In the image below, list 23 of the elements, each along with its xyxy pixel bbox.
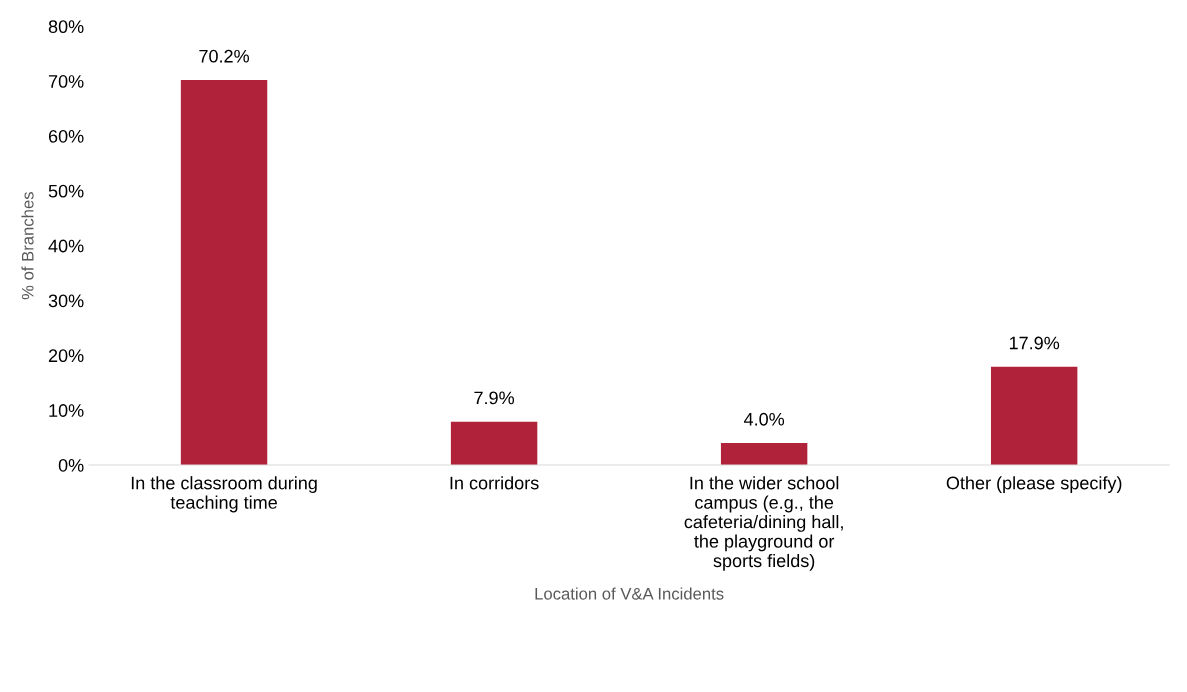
y-tick-label: 80% — [48, 20, 84, 34]
y-tick-label: 30% — [48, 294, 84, 308]
x-tick-label: In corridors — [450, 476, 539, 490]
bar — [180, 80, 268, 466]
x-axis-title: Location of V&A Incidents — [535, 587, 724, 600]
y-tick-label: 50% — [48, 184, 84, 198]
y-tick-label: 20% — [48, 349, 84, 363]
bar — [990, 366, 1078, 466]
y-tick-label: 60% — [48, 129, 84, 143]
data-label: 70.2% — [199, 49, 249, 63]
data-label: 7.9% — [474, 391, 515, 405]
data-label: 17.9% — [1009, 336, 1060, 350]
data-label: 4.0% — [743, 412, 785, 426]
y-tick-label: 10% — [49, 404, 84, 417]
y-axis-title: % of Branches — [21, 192, 34, 300]
bar — [720, 443, 808, 466]
y-tick-label: 70% — [48, 75, 84, 88]
bar — [450, 421, 538, 466]
x-tick-label: Other (please specify) — [946, 476, 1122, 493]
x-tick-label: In the wider school campus (e.g., the cafeteria/dining hall, the playground or sports fields) — [684, 476, 843, 571]
y-tick-label: 40% — [48, 239, 84, 253]
x-tick-label: In the classroom during teaching time — [131, 476, 317, 513]
y-tick-label: 0% — [58, 458, 84, 472]
